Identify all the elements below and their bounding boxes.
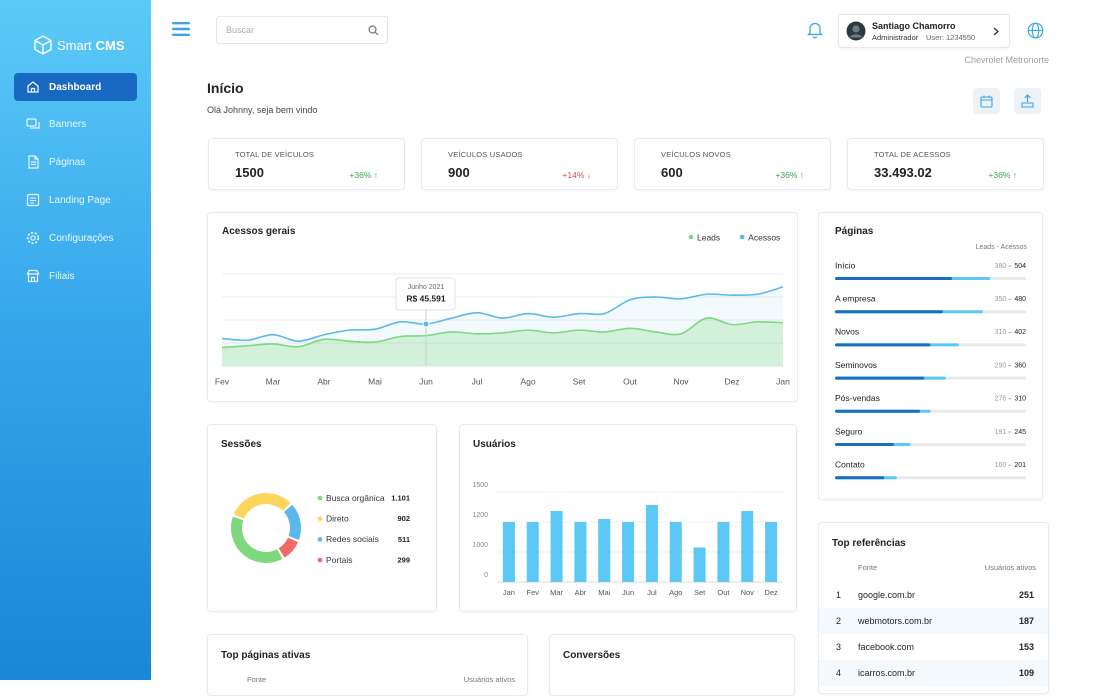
chart-title: Usuários bbox=[473, 439, 516, 450]
nav-icon bbox=[26, 118, 40, 129]
export-button[interactable] bbox=[1014, 88, 1041, 114]
table-row: 4 icarros.com.br 109 bbox=[819, 660, 1048, 686]
referrals-card: Top referências Fonte Usuários ativos 1 g… bbox=[818, 522, 1049, 694]
top-pages-card: Top páginas ativas Fonte Usuários ativos bbox=[207, 634, 528, 696]
stat-label: TOTAL DE VEÍCULOS bbox=[235, 150, 315, 159]
stat-label: VEÍCULOS USADOS bbox=[448, 150, 523, 159]
company-name: Chevrolet Metronorte bbox=[964, 55, 1049, 65]
table-row: 2 webmotors.com.br 187 bbox=[819, 608, 1048, 634]
user-id: User: 1234550 bbox=[926, 33, 976, 42]
stat-card: TOTAL DE VEÍCULOS 1500 +36% ↑ bbox=[208, 138, 405, 190]
rank: 4 bbox=[836, 668, 842, 678]
stat-delta: +36% ↑ bbox=[349, 170, 378, 180]
calendar-button[interactable] bbox=[973, 88, 1000, 114]
table-row: 1 google.com.br 251 bbox=[819, 582, 1048, 608]
avatar bbox=[846, 21, 866, 41]
donut-card: Sessões bbox=[207, 424, 437, 612]
chart-title: Páginas bbox=[835, 226, 874, 237]
rank: 3 bbox=[836, 642, 842, 652]
page-subtitle: Olá Johnny, seja bem vindo bbox=[207, 105, 318, 115]
notifications-button[interactable] bbox=[807, 21, 823, 39]
user-name: Santiago Chamorro bbox=[872, 21, 956, 31]
sidebar: Smart CMS Dashboard Banners Páginas Landing … bbox=[0, 0, 151, 680]
active-users: 109 bbox=[1018, 668, 1034, 678]
rank: 2 bbox=[836, 616, 842, 626]
card-title: Conversões bbox=[563, 650, 621, 661]
stat-delta: +36% ↑ bbox=[775, 170, 804, 180]
nav-item[interactable]: Filiais bbox=[14, 262, 137, 290]
stat-card: VEÍCULOS NOVOS 600 +36% ↑ bbox=[634, 138, 831, 190]
pages-card: Páginas Leads - Acessos bbox=[818, 212, 1043, 500]
calendar-icon bbox=[980, 95, 993, 108]
source: icarros.com.br bbox=[858, 668, 916, 678]
search-box[interactable]: Buscar bbox=[216, 16, 388, 44]
nav-icon bbox=[26, 231, 40, 245]
nav-label: Páginas bbox=[49, 156, 86, 168]
nav-label: Banners bbox=[49, 118, 87, 130]
nav-label: Filiais bbox=[49, 270, 75, 282]
export-icon bbox=[1021, 94, 1034, 108]
table-title: Top páginas ativas bbox=[221, 650, 311, 661]
active-users: 251 bbox=[1018, 590, 1034, 600]
chart-title: Acessos gerais bbox=[222, 226, 296, 237]
nav-label: Configurações bbox=[49, 232, 114, 244]
page: Smart CMS Dashboard Banners Páginas Landing … bbox=[0, 0, 1049, 696]
stat-value: 1500 bbox=[235, 165, 264, 180]
nav-icon bbox=[26, 193, 40, 207]
search-icon bbox=[368, 25, 379, 36]
conversions-card: Conversões bbox=[549, 634, 795, 696]
column-header: Fonte bbox=[858, 563, 878, 572]
chevron bbox=[993, 27, 999, 36]
nav-icon bbox=[27, 81, 39, 93]
table-row: 3 facebook.com 153 bbox=[819, 634, 1048, 660]
active-users: 187 bbox=[1018, 616, 1034, 626]
user-role: Administrador bbox=[872, 33, 919, 42]
brand: Smart CMS bbox=[33, 35, 125, 55]
user-menu[interactable]: Santiago Chamorro Administrador User: 12… bbox=[838, 14, 1010, 48]
stat-value: 900 bbox=[448, 165, 470, 180]
brand-icon bbox=[34, 35, 52, 55]
nav-item[interactable]: Páginas bbox=[14, 148, 137, 176]
brand-light: Smart bbox=[57, 37, 92, 53]
nav-item[interactable]: Configurações bbox=[14, 224, 137, 252]
nav-item[interactable]: Banners bbox=[14, 110, 137, 138]
nav-item[interactable]: Dashboard bbox=[14, 73, 137, 101]
brand-bold: CMS bbox=[95, 37, 125, 53]
source: webmotors.com.br bbox=[858, 616, 933, 626]
active-users: 153 bbox=[1018, 642, 1034, 652]
chart-subtitle: Leads - Acessos bbox=[975, 244, 1027, 251]
stat-delta: +36% ↑ bbox=[988, 170, 1017, 180]
search-placeholder: Buscar bbox=[226, 25, 255, 35]
source: google.com.br bbox=[858, 590, 916, 600]
table-title: Top referências bbox=[832, 538, 906, 549]
rank: 1 bbox=[836, 590, 842, 600]
stat-label: VEÍCULOS NOVOS bbox=[661, 150, 731, 159]
column-header: Usuários ativos bbox=[984, 563, 1036, 572]
nav-icon bbox=[28, 155, 39, 169]
stat-value: 33.493.02 bbox=[874, 165, 932, 180]
chart-title: Sessões bbox=[221, 439, 262, 450]
nav-label: Landing Page bbox=[49, 194, 111, 206]
nav-item[interactable]: Landing Page bbox=[14, 186, 137, 214]
line-chart-card: Acessos gerais bbox=[207, 212, 798, 402]
source: facebook.com bbox=[858, 642, 915, 652]
menu-button[interactable] bbox=[172, 21, 190, 37]
language-button[interactable] bbox=[1027, 22, 1044, 39]
stat-card: TOTAL DE ACESSOS 33.493.02 +36% ↑ bbox=[847, 138, 1044, 190]
page-title: Início bbox=[207, 80, 244, 96]
stat-label: TOTAL DE ACESSOS bbox=[874, 150, 951, 159]
stat-value: 600 bbox=[661, 165, 683, 180]
nav-label: Dashboard bbox=[49, 81, 102, 93]
stat-card: VEÍCULOS USADOS 900 +14% ↓ bbox=[421, 138, 618, 190]
bar-chart-card: Usuários bbox=[459, 424, 797, 612]
stat-delta: +14% ↓ bbox=[562, 170, 591, 180]
nav-icon bbox=[26, 269, 40, 283]
